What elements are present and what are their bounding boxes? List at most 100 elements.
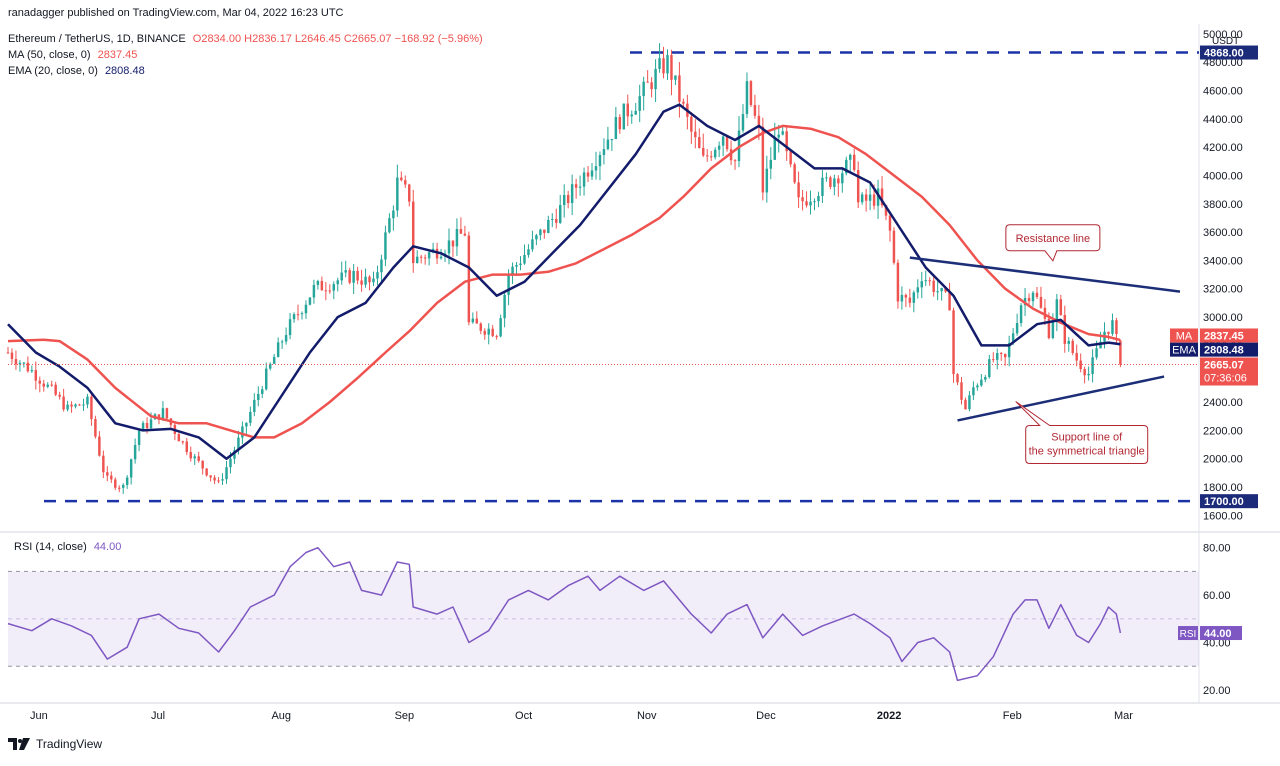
candle-body: [809, 201, 812, 206]
candle-body: [761, 126, 765, 193]
ma50-line: [7, 124, 1121, 439]
ma-legend: MA (50, close, 0) 2837.45: [8, 49, 137, 61]
candle-body: [1119, 340, 1122, 365]
ema20-line: [7, 103, 1121, 460]
candle-body: [558, 205, 562, 223]
ema-legend-value: 2808.48: [104, 65, 145, 77]
candle-body: [606, 139, 610, 150]
candle-body: [555, 219, 558, 223]
candle-body: [193, 456, 196, 459]
candle-body: [956, 374, 959, 383]
candle-body: [376, 272, 379, 279]
ema-value-badge-label: 2808.48: [1204, 345, 1244, 357]
candle-body: [769, 159, 773, 169]
rsi-value-badge-tag: [1178, 626, 1198, 641]
candle-body: [733, 160, 737, 162]
candle-body: [475, 318, 479, 324]
candle-body: [300, 313, 304, 315]
candle-body: [201, 460, 204, 469]
candle-body: [654, 68, 657, 90]
candle-body: [539, 229, 542, 236]
candle-body: [725, 136, 729, 150]
candle-body: [507, 275, 510, 295]
candle-body: [948, 291, 951, 311]
candle-body: [74, 404, 77, 407]
candle-body: [638, 96, 641, 111]
candle-body: [570, 184, 574, 204]
candle-body: [1039, 296, 1043, 308]
candle-body: [944, 288, 947, 292]
candle-body: [749, 81, 753, 106]
candle-body: [1015, 322, 1019, 334]
candle-body: [849, 154, 852, 160]
candle-body: [940, 288, 943, 292]
candle-body: [630, 114, 633, 117]
candle-body: [308, 297, 312, 305]
candle-body: [320, 280, 324, 291]
candle-body: [717, 145, 721, 150]
candle-body: [578, 186, 582, 188]
candle-body: [753, 105, 757, 116]
candle-body: [451, 240, 455, 247]
candle-body: [757, 115, 761, 127]
candle-body: [98, 436, 101, 456]
candle-body: [121, 484, 125, 488]
candle-body: [427, 252, 431, 259]
candle-body: [984, 377, 987, 380]
candle-body: [181, 441, 185, 443]
candle-body: [265, 368, 268, 390]
candle-body: [435, 248, 439, 259]
candle-body: [765, 168, 769, 193]
candle-body: [777, 134, 780, 138]
price-tick-label: 4000.00: [1203, 170, 1243, 182]
candle-body: [161, 408, 165, 420]
candle-body: [964, 399, 967, 410]
candle-body: [18, 362, 22, 365]
candle-body: [1059, 299, 1063, 316]
candle-body: [491, 328, 494, 337]
candle-body: [213, 477, 216, 481]
level-high-badge-bg: [1200, 45, 1258, 60]
candle-body: [936, 291, 939, 293]
candle-body: [86, 396, 89, 405]
candle-body: [523, 255, 526, 264]
candle-body: [221, 479, 224, 481]
candle-body: [968, 395, 971, 410]
ema-legend: EMA (20, close, 0) 2808.48: [8, 65, 145, 77]
candle-body: [876, 188, 880, 206]
candle-body: [900, 294, 904, 302]
candle-body: [1003, 353, 1007, 358]
candle-body: [276, 342, 280, 358]
candle-body: [483, 330, 486, 335]
candle-body: [781, 131, 784, 135]
candle-body: [598, 155, 602, 167]
candle-body: [642, 81, 645, 97]
date-tick-label: Nov: [637, 710, 657, 722]
candle-body: [682, 101, 685, 104]
rsi-tick-label: 80.00: [1203, 543, 1231, 555]
candle-body: [296, 314, 300, 316]
candle-body: [46, 384, 49, 387]
candle-body: [145, 422, 149, 429]
candle-body: [217, 480, 220, 482]
candle-body: [34, 370, 38, 381]
candle-body: [1051, 320, 1055, 339]
support-callout-text: the symmetrical triangle: [1029, 446, 1145, 458]
currency-label: USDT: [1212, 36, 1239, 47]
candle-body: [610, 139, 614, 141]
candle-body: [1067, 340, 1070, 344]
candle-body: [209, 475, 212, 478]
candle-body: [54, 384, 57, 395]
candle-body: [78, 404, 81, 406]
candle-body: [392, 210, 395, 219]
candle-body: [1099, 341, 1102, 349]
candle-body: [582, 172, 586, 187]
ma-value-badge-tag: [1170, 328, 1198, 343]
candle-body: [400, 177, 403, 181]
footer-brand[interactable]: TradingView: [8, 737, 102, 751]
candle-body: [253, 399, 256, 412]
candle-body: [793, 164, 796, 183]
date-tick-label: Dec: [756, 710, 776, 722]
